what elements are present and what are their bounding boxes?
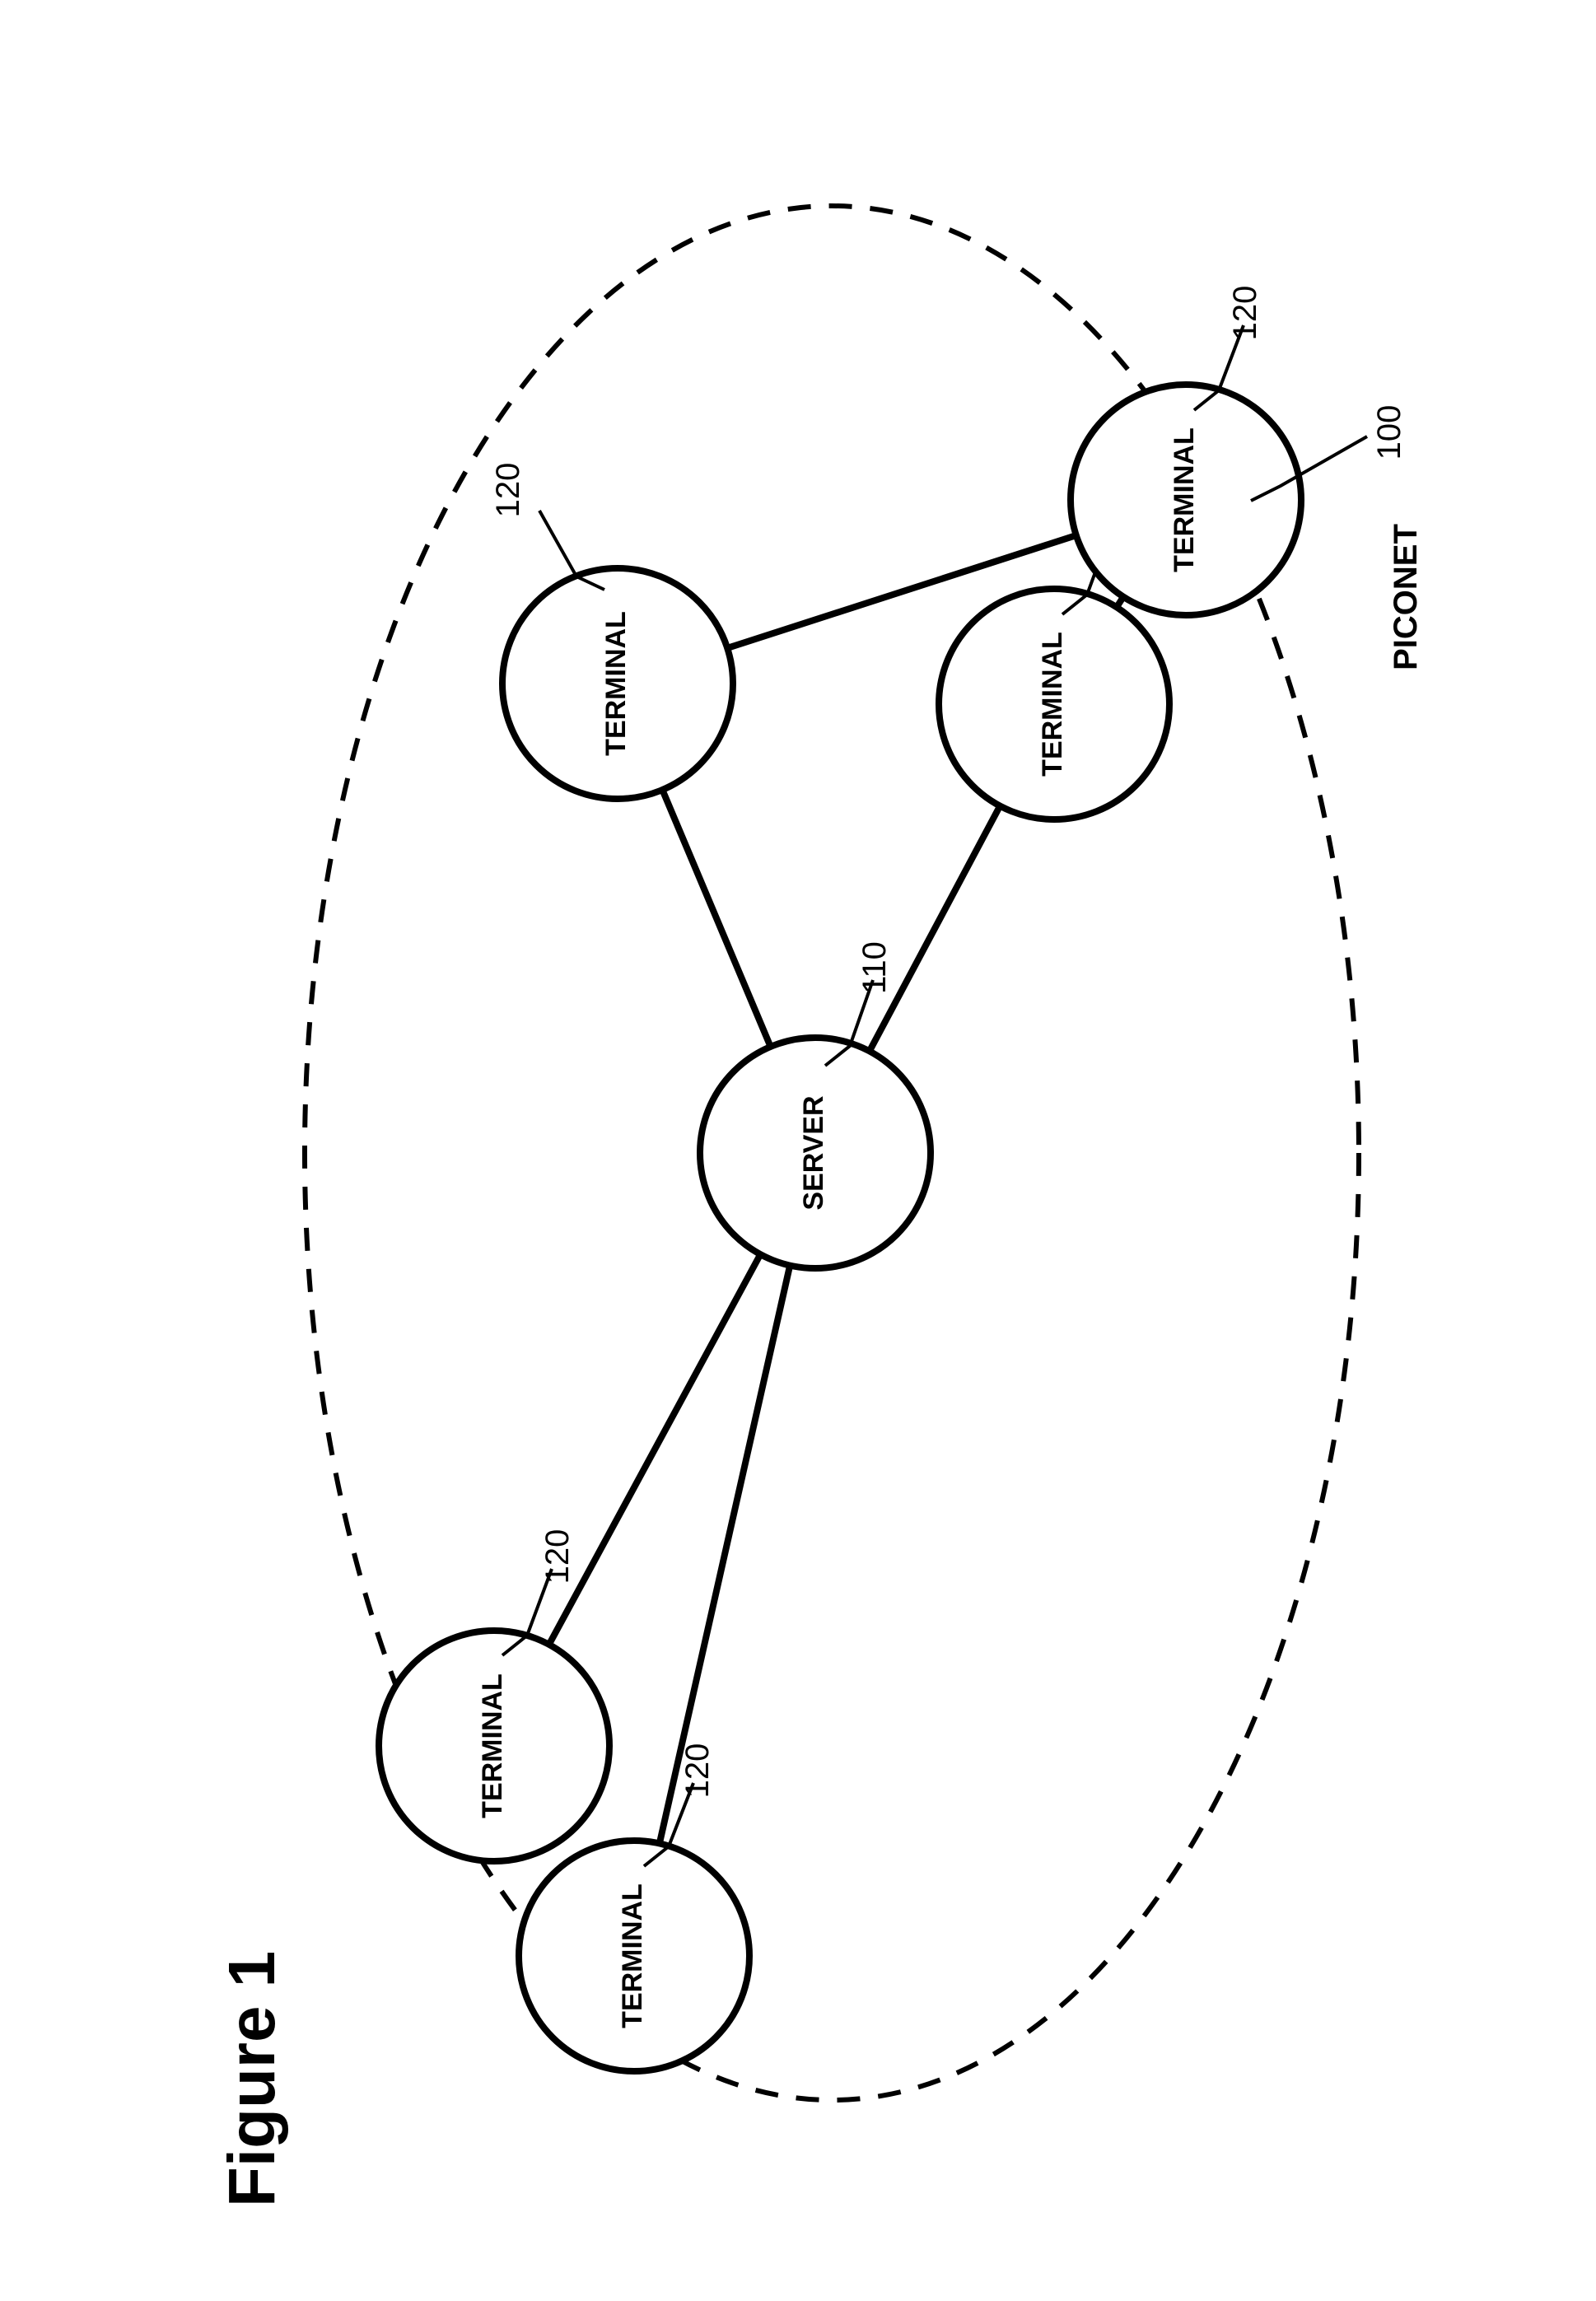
ref-number: 120 <box>539 1529 576 1585</box>
edge-server-t3 <box>662 790 770 1047</box>
terminal-node-t3: TERMINAL 120 <box>490 463 733 799</box>
piconet-label: PICONET <box>1388 524 1424 670</box>
terminal-node-t1: TERMINAL 120 <box>379 1529 609 1861</box>
terminal-label: TERMINAL <box>1037 632 1068 777</box>
server-node: SERVER 110 <box>700 941 931 1268</box>
edge-server-t1 <box>549 1254 761 1645</box>
server-label: SERVER <box>798 1095 829 1210</box>
edge-server-t4 <box>870 806 1000 1052</box>
piconet-ref-number: 100 <box>1371 405 1407 460</box>
terminal-label: TERMINAL <box>600 611 632 756</box>
terminal-label: TERMINAL <box>1169 427 1200 572</box>
ref-number: 120 <box>490 463 526 518</box>
ref-number: 120 <box>1227 286 1263 341</box>
piconet-diagram: SERVER 110 TERMINAL 120 TERMINAL 120 TERMINAL 1… <box>0 0 1596 2301</box>
ref-number: 110 <box>856 941 893 994</box>
terminal-label: TERMINAL <box>477 1673 508 1818</box>
terminal-node-t5: TERMINAL 120 <box>1071 286 1301 615</box>
terminal-label: TERMINAL <box>617 1883 648 2028</box>
ref-number: 120 <box>679 1743 716 1799</box>
